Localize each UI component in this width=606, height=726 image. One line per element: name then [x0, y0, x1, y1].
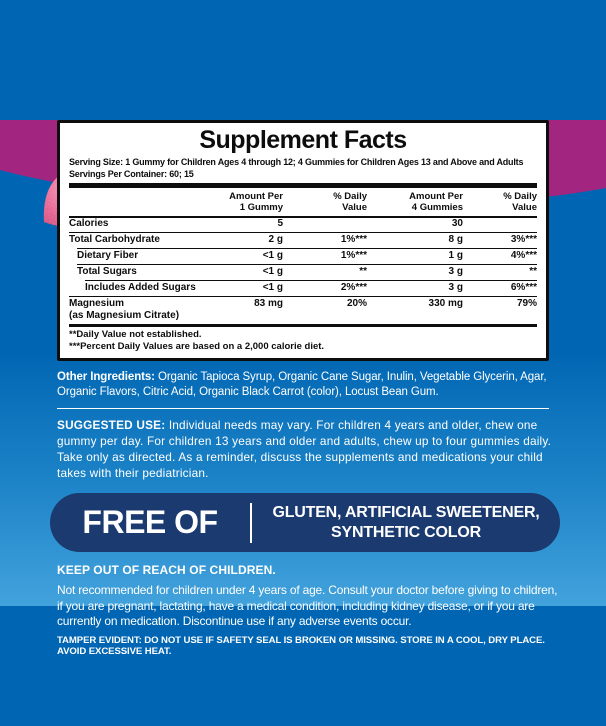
- other-ingredients-label: Other Ingredients:: [57, 371, 155, 383]
- free-of-divider: [250, 502, 252, 543]
- other-ingredients: Other Ingredients: Organic Tapioca Syrup…: [57, 370, 551, 400]
- table-row: Magnesium (as Magnesium Citrate) 83 mg 2…: [69, 295, 537, 324]
- col-header-dv-1-gummy: % Daily Value: [333, 190, 367, 213]
- free-of-banner: FREE OF GLUTEN, ARTIFICIAL SWEETENER, SY…: [50, 493, 560, 552]
- col-header-amount-4-gummies: Amount Per 4 Gummies: [409, 190, 463, 213]
- free-of-items-line2: SYNTHETIC COLOR: [331, 523, 481, 541]
- servings-per-container: Servings Per Container: 60; 15: [69, 169, 194, 179]
- divider-rule: [57, 408, 549, 409]
- nutrient-name: Includes Added Sugars: [85, 281, 196, 293]
- suggested-use: SUGGESTED USE: Individual needs may vary…: [57, 417, 553, 481]
- table-row: Includes Added Sugars <1 g 2%*** 3 g 6%*…: [69, 279, 537, 296]
- suggested-use-label: SUGGESTED USE:: [57, 418, 166, 432]
- not-recommended-warning: Not recommended for children under 4 yea…: [57, 583, 558, 628]
- table-row: Total Sugars <1 g ** 3 g **: [69, 263, 537, 280]
- other-ingredients-text: Organic Tapioca Syrup, Organic Cane Suga…: [57, 371, 547, 398]
- supplement-facts-title: Supplement Facts: [199, 126, 407, 154]
- table-row: Dietary Fiber <1 g 1%*** 1 g 4%***: [69, 247, 537, 264]
- supplement-facts-panel: Supplement Facts Serving Size: 1 Gummy f…: [57, 120, 549, 361]
- footnotes: **Daily Value not established. ***Percen…: [69, 327, 537, 353]
- table-row: Calories 5 30: [69, 215, 537, 232]
- nutrient-name: Dietary Fiber: [77, 249, 139, 261]
- suggested-use-text: Individual needs may vary. For children …: [57, 418, 552, 480]
- nutrient-name: Total Sugars: [77, 265, 137, 277]
- product-label: { "header": { "flavor_line1": "RASPBERRY…: [0, 120, 606, 726]
- divider-bar-bottom: [69, 323, 537, 327]
- table-row: Total Carbohydrate 2 g 1%*** 8 g 3%***: [69, 231, 537, 248]
- col-header-dv-4-gummies: % Daily Value: [503, 190, 537, 213]
- footnote-dv: **Daily Value not established.: [69, 329, 202, 340]
- col-header-amount-1-gummy: Amount Per 1 Gummy: [229, 190, 283, 213]
- serving-size: Serving Size: 1 Gummy for Children Ages …: [69, 157, 524, 167]
- nutrient-name: Magnesium (as Magnesium Citrate): [69, 297, 180, 321]
- nutrient-name: Calories: [69, 217, 109, 229]
- tamper-evident-warning: TAMPER EVIDENT: DO NOT USE IF SAFETY SEA…: [57, 634, 545, 657]
- free-of-title: FREE OF: [82, 504, 218, 540]
- divider-bar-top: [69, 183, 537, 188]
- free-of-items-line1: GLUTEN, ARTIFICIAL SWEETENER,: [272, 503, 540, 521]
- free-of-items: GLUTEN, ARTIFICIAL SWEETENER, SYNTHETIC …: [252, 503, 560, 543]
- nutrient-name: Total Carbohydrate: [69, 233, 160, 245]
- keep-out-warning: KEEP OUT OF REACH OF CHILDREN.: [57, 563, 276, 577]
- footnote-percent: ***Percent Daily Values are based on a 2…: [69, 341, 325, 352]
- table-header-row: Amount Per 1 Gummy % Daily Value Amount Pe…: [69, 188, 537, 216]
